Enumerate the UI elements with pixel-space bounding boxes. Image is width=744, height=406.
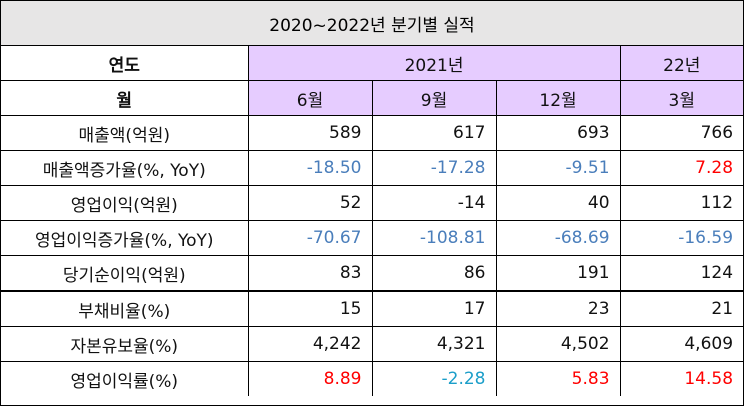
table-cell: 52 bbox=[247, 185, 373, 221]
year-22-header: 22년 bbox=[619, 46, 744, 81]
month-header-label: 월 bbox=[1, 80, 249, 116]
table-cell: -16.59 bbox=[619, 220, 744, 256]
table-cell: 86 bbox=[371, 255, 497, 292]
table-cell: 4,609 bbox=[619, 326, 744, 362]
table-row: 영업이익증가율(%, YoY) -70.67 -108.81 -68.69 -1… bbox=[1, 220, 744, 256]
table-row: 당기순이익(억원) 83 86 191 124 bbox=[1, 255, 744, 292]
table-cell: 4,242 bbox=[247, 326, 373, 362]
table-cell: 83 bbox=[247, 255, 373, 292]
year-header-label: 연도 bbox=[1, 46, 249, 81]
header-row-year: 연도 2021년 22년 bbox=[1, 46, 744, 81]
table-cell: -70.67 bbox=[247, 220, 373, 256]
table-cell: 112 bbox=[619, 185, 744, 221]
month-header-mar: 3월 bbox=[619, 80, 744, 116]
table-cell: -68.69 bbox=[495, 220, 621, 256]
row-label: 부채비율(%) bbox=[1, 290, 249, 327]
table-cell: 7.28 bbox=[619, 150, 744, 186]
table-cell: 693 bbox=[495, 115, 621, 151]
table-cell: 4,502 bbox=[495, 326, 621, 362]
table-cell: -18.50 bbox=[247, 150, 373, 186]
table-row: 부채비율(%) 15 17 23 21 bbox=[1, 290, 744, 327]
month-header-jun: 6월 bbox=[247, 80, 373, 116]
month-header-dec: 12월 bbox=[495, 80, 621, 116]
table-cell: 14.58 bbox=[619, 361, 744, 396]
row-label: 당기순이익(억원) bbox=[1, 255, 249, 292]
table-cell: 15 bbox=[247, 290, 373, 327]
table-row: 영업이익(억원) 52 -14 40 112 bbox=[1, 185, 744, 221]
quarterly-results-table: 연도 2021년 22년 월 6월 9월 12월 3월 매출액(억원) 589 … bbox=[1, 46, 744, 396]
table-cell: 766 bbox=[619, 115, 744, 151]
header-row-month: 월 6월 9월 12월 3월 bbox=[1, 80, 744, 116]
table-cell: 23 bbox=[495, 290, 621, 327]
month-header-sep: 9월 bbox=[371, 80, 497, 116]
table-row: 매출액(억원) 589 617 693 766 bbox=[1, 115, 744, 151]
table-row: 자본유보율(%) 4,242 4,321 4,502 4,609 bbox=[1, 326, 744, 362]
table-row: 영업이익률(%) 8.89 -2.28 5.83 14.58 bbox=[1, 361, 744, 396]
table-cell: 40 bbox=[495, 185, 621, 221]
table-cell: 17 bbox=[371, 290, 497, 327]
row-label: 매출액증가율(%, YoY) bbox=[1, 150, 249, 186]
table-cell: 124 bbox=[619, 255, 744, 292]
table-cell: 4,321 bbox=[371, 326, 497, 362]
row-label: 매출액(억원) bbox=[1, 115, 249, 151]
year-2021-header: 2021년 bbox=[247, 46, 621, 81]
row-label: 자본유보율(%) bbox=[1, 326, 249, 362]
table-cell: -14 bbox=[371, 185, 497, 221]
table-cell: -9.51 bbox=[495, 150, 621, 186]
table-cell: 5.83 bbox=[495, 361, 621, 396]
row-label: 영업이익률(%) bbox=[1, 361, 249, 396]
table-cell: -17.28 bbox=[371, 150, 497, 186]
table-cell: 21 bbox=[619, 290, 744, 327]
row-label: 영업이익(억원) bbox=[1, 185, 249, 221]
table-cell: 589 bbox=[247, 115, 373, 151]
table-row: 매출액증가율(%, YoY) -18.50 -17.28 -9.51 7.28 bbox=[1, 150, 744, 186]
table-cell: 8.89 bbox=[247, 361, 373, 396]
table-cell: -108.81 bbox=[371, 220, 497, 256]
row-label: 영업이익증가율(%, YoY) bbox=[1, 220, 249, 256]
table-cell: 191 bbox=[495, 255, 621, 292]
table-cell: -2.28 bbox=[371, 361, 497, 396]
table-cell: 617 bbox=[371, 115, 497, 151]
table-title: 2020~2022년 분기별 실적 bbox=[1, 1, 743, 46]
